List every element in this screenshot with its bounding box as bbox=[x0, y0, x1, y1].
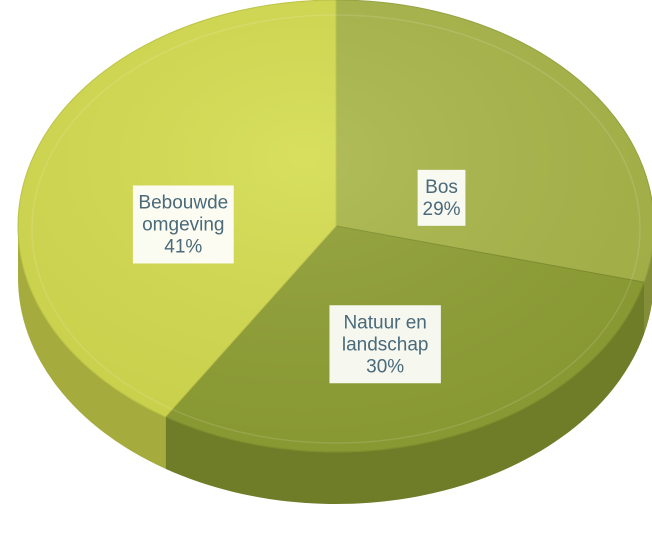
data-label-box bbox=[329, 305, 441, 384]
pie-sides bbox=[18, 226, 652, 505]
data-label-box bbox=[132, 185, 234, 264]
data-label-line: Natuur en bbox=[343, 312, 426, 333]
data-label-line: 29% bbox=[423, 199, 461, 220]
pie-side-bebouwde-omgeving bbox=[18, 226, 166, 469]
data-label-line: 41% bbox=[164, 236, 202, 257]
pie-side-bos bbox=[644, 250, 652, 335]
data-label-line: omgeving bbox=[142, 214, 224, 235]
pie-top-sheen bbox=[18, 0, 652, 452]
data-label-line: landschap bbox=[342, 334, 429, 355]
data-label-line: 30% bbox=[366, 356, 404, 377]
data-label-line: Bebouwde bbox=[138, 192, 228, 213]
pie-top bbox=[17, 0, 652, 453]
pie-bevel-ring bbox=[31, 14, 641, 444]
data-label-line: Bos bbox=[425, 177, 458, 198]
data-label-box bbox=[417, 169, 466, 226]
pie-side-natuur-en-landschap bbox=[165, 282, 645, 505]
